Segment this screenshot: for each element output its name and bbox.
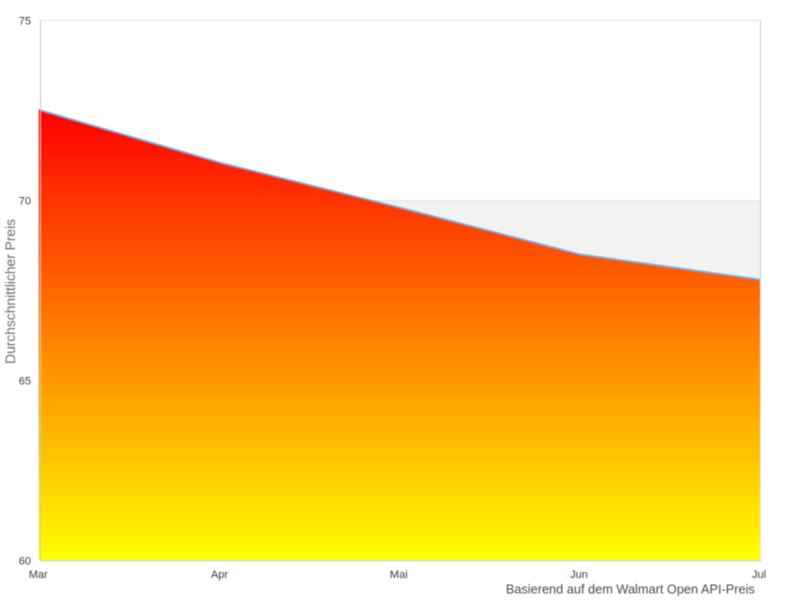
svg-text:Durchschnittlicher Preis: Durchschnittlicher Preis bbox=[3, 219, 18, 364]
svg-text:65: 65 bbox=[19, 375, 31, 387]
svg-text:60: 60 bbox=[19, 555, 31, 567]
svg-text:75: 75 bbox=[19, 15, 31, 27]
svg-text:Jun: Jun bbox=[570, 569, 588, 581]
svg-text:Basierend auf dem Walmart Open: Basierend auf dem Walmart Open API-Preis bbox=[506, 582, 755, 597]
svg-text:Apr: Apr bbox=[211, 569, 228, 581]
svg-text:Mar: Mar bbox=[29, 569, 48, 581]
svg-text:Mai: Mai bbox=[390, 569, 408, 581]
svg-text:Jul: Jul bbox=[752, 569, 766, 581]
svg-text:70: 70 bbox=[19, 195, 31, 207]
